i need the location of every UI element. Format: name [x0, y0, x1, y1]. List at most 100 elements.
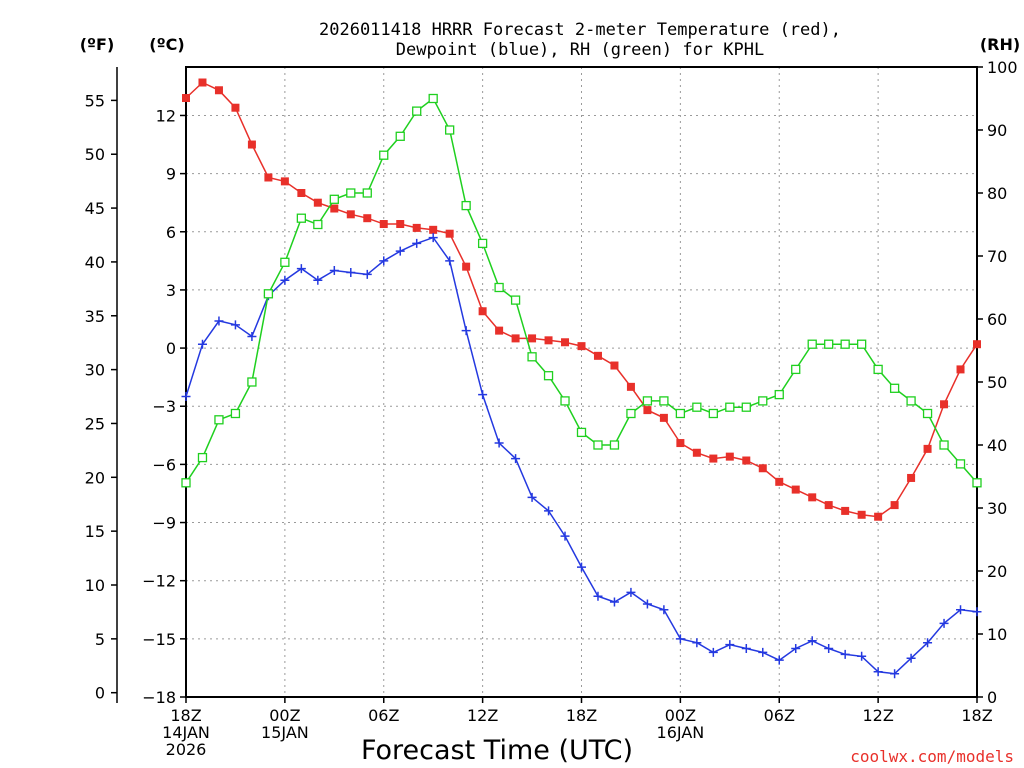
dewpoint-point [758, 647, 768, 657]
dewpoint-point [626, 587, 636, 597]
dewpoint-point [741, 644, 751, 654]
time-tick-label: 12Z [467, 706, 498, 725]
rh-point [725, 402, 735, 412]
rh-point [642, 396, 653, 406]
time-tick-label: 18Z [170, 706, 201, 725]
temperature-point [511, 334, 520, 343]
temperature-point [577, 342, 586, 351]
time-tick-label: 00Z [665, 706, 696, 725]
rh-point [313, 219, 323, 230]
fahrenheit-tick-label: 45 [85, 199, 105, 218]
temperature-point [182, 94, 190, 103]
rh-point [939, 440, 949, 450]
x-axis-label: Forecast Time (UTC) [361, 735, 633, 766]
temperature-point [907, 473, 916, 482]
rh-point [758, 396, 768, 406]
rh-point [527, 352, 537, 362]
temperature-point [297, 189, 306, 197]
rh-tick-label: 30 [987, 499, 1007, 518]
celsius-tick-label: −6 [152, 455, 176, 474]
dewpoint-point [577, 562, 586, 572]
dewpoint-point [593, 591, 603, 601]
credit-text: coolwx.com/models [850, 747, 1014, 766]
fahrenheit-tick-label: 40 [85, 253, 105, 272]
rh-tick-label: 0 [987, 688, 997, 707]
dewpoint-point [395, 246, 405, 256]
rh-point [972, 478, 982, 488]
temperature-point [561, 338, 570, 347]
temperature-point [462, 262, 471, 271]
temperature-point [429, 225, 438, 234]
dewpoint-point [609, 597, 619, 607]
rh-tick-label: 100 [987, 58, 1018, 77]
rh-tick-label: 60 [987, 310, 1007, 329]
rh-tick-label: 70 [987, 247, 1007, 266]
dewpoint-point [214, 316, 224, 326]
dewpoint-point [280, 275, 290, 285]
temperature-point [709, 454, 718, 463]
gridlines [186, 67, 977, 697]
celsius-tick-label: 0 [166, 339, 176, 358]
dewpoint-point [181, 392, 191, 402]
temperature-point [742, 456, 751, 465]
celsius-tick-label: 12 [156, 106, 176, 125]
temperature-point [330, 204, 339, 213]
fahrenheit-unit-label: (ºF) [80, 35, 115, 54]
rh-tick-label: 90 [987, 121, 1007, 140]
dewpoint-point [873, 667, 883, 677]
temperature-point [923, 444, 932, 453]
rh-tick-label: 50 [987, 373, 1007, 392]
dewpoint-point [906, 653, 916, 663]
celsius-tick-label: 3 [166, 281, 176, 300]
time-tick-label: 16JAN [657, 723, 705, 742]
rh-point [955, 459, 966, 469]
rh-tick-label: 20 [987, 562, 1007, 581]
dewpoint-point [939, 618, 949, 628]
fahrenheit-tick-label: 30 [85, 361, 105, 380]
temperature-point [280, 177, 289, 186]
chart-title: 2026011418 HRRR Forecast 2-meter Tempera… [319, 20, 841, 60]
temperature-point [841, 506, 850, 515]
temperature-point [725, 452, 734, 461]
rh-point [774, 389, 784, 400]
dewpoint-series [181, 233, 982, 679]
dewpoint-point [346, 267, 356, 277]
fahrenheit-tick-label: 50 [85, 145, 105, 164]
temperature-point [264, 173, 273, 182]
celsius-tick-label: 6 [166, 223, 176, 242]
time-tick-label: 12Z [862, 706, 893, 725]
temperature-point [643, 406, 652, 415]
time-tick-label: 18Z [566, 706, 597, 725]
rh-point [906, 396, 916, 406]
rh-point [873, 364, 883, 375]
temperature-point [956, 365, 965, 374]
rh-point [609, 440, 620, 450]
dewpoint-point [527, 492, 537, 502]
dewpoint-point [412, 238, 422, 248]
dewpoint-point [511, 454, 521, 464]
rh-point [230, 408, 241, 419]
fahrenheit-tick-label: 20 [85, 468, 105, 487]
dewpoint-point [329, 266, 339, 276]
rh-point [692, 402, 702, 412]
time-tick-label: 15JAN [261, 723, 309, 742]
fahrenheit-tick-label: 0 [95, 684, 105, 703]
rh-point [379, 150, 389, 160]
celsius-tick-label: −3 [152, 397, 176, 416]
rh-tick-label: 40 [987, 436, 1007, 455]
rh-point [708, 408, 718, 419]
rh-point [362, 188, 372, 198]
dewpoint-point [824, 644, 834, 654]
fahrenheit-tick-label: 25 [85, 414, 105, 433]
dewpoint-point [197, 339, 207, 349]
temperature-point [478, 307, 487, 316]
temperature-point [495, 326, 504, 335]
dewpoint-point [923, 638, 933, 648]
chart-title-line-1: 2026011418 HRRR Forecast 2-meter Tempera… [319, 20, 841, 40]
dewpoint-point [494, 438, 504, 448]
dewpoint-point [956, 605, 966, 615]
dewpoint-point [478, 390, 488, 400]
